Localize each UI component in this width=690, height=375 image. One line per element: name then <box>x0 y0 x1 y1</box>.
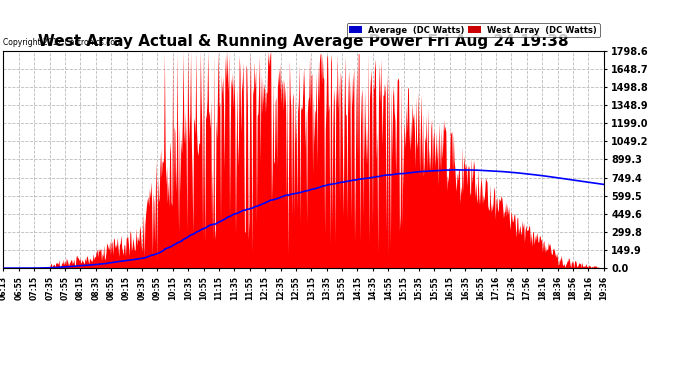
Title: West Array Actual & Running Average Power Fri Aug 24 19:38: West Array Actual & Running Average Powe… <box>38 34 569 50</box>
Legend: Average  (DC Watts), West Array  (DC Watts): Average (DC Watts), West Array (DC Watts… <box>347 23 600 37</box>
Text: Copyright 2012 Cartronics.com: Copyright 2012 Cartronics.com <box>3 38 123 46</box>
